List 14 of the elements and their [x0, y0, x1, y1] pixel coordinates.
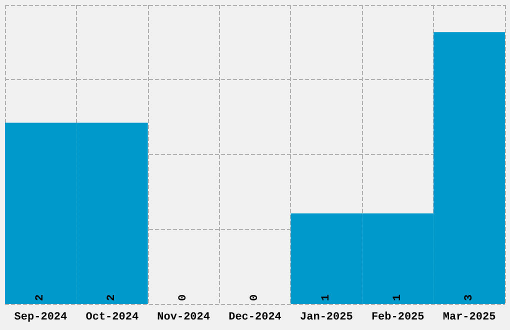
x-tick-label: Mar-2025 [442, 312, 496, 324]
data-label: 1 [320, 294, 332, 301]
data-label: 0 [249, 294, 261, 301]
data-label: 0 [178, 294, 190, 301]
data-label: 1 [392, 294, 404, 301]
x-tick-label: Sep-2024 [14, 312, 68, 324]
x-tick-label: Jan-2025 [300, 312, 354, 324]
x-tick-label: Feb-2025 [371, 312, 425, 324]
x-tick-label: Dec-2024 [228, 312, 282, 324]
x-tick-label: Oct-2024 [86, 312, 139, 324]
data-label: 3 [463, 294, 476, 301]
data-label: 2 [106, 294, 118, 301]
x-tick-label: Nov-2024 [157, 312, 210, 324]
data-label: 2 [34, 294, 47, 301]
